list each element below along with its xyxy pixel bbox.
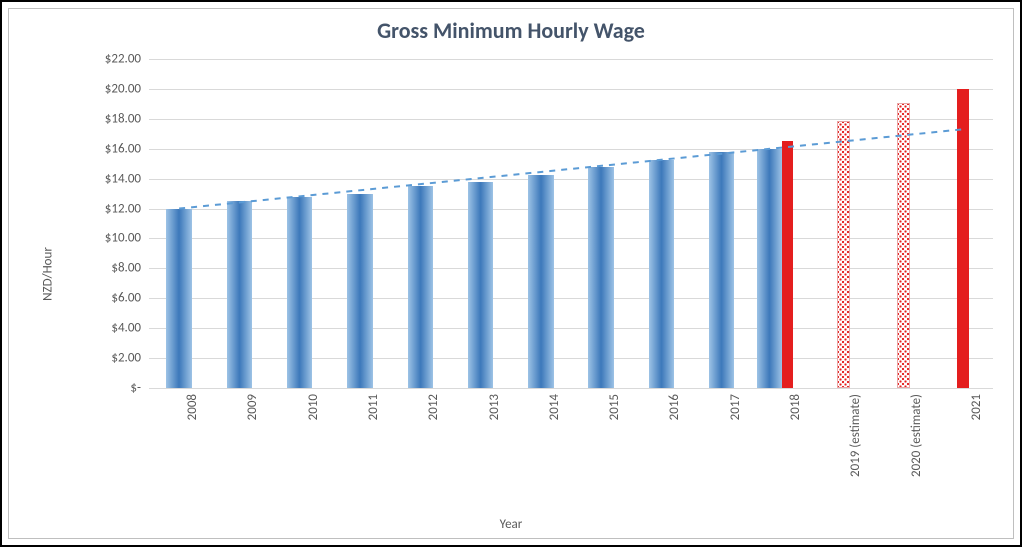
bar-estimate <box>837 121 850 388</box>
x-tick-label: 2014 <box>547 394 562 420</box>
bar-actual <box>709 152 734 388</box>
y-tick-label: $14.00 <box>105 171 141 186</box>
gridline <box>149 149 993 150</box>
bar-actual <box>166 209 191 388</box>
gridline <box>149 268 993 269</box>
gridline <box>149 119 993 120</box>
x-tick-label: 2011 <box>366 394 381 420</box>
gridline <box>149 388 993 389</box>
bar-actual <box>347 194 372 388</box>
bar-actual <box>468 182 493 388</box>
gridline <box>149 238 993 239</box>
y-tick-label: $2.00 <box>111 351 141 366</box>
y-tick-label: $4.00 <box>111 321 141 336</box>
y-tick-label: $8.00 <box>111 261 141 276</box>
y-tick-label: $20.00 <box>105 81 141 96</box>
bar-actual <box>227 201 252 388</box>
y-tick-label: $22.00 <box>105 52 141 67</box>
bar-target <box>957 89 968 388</box>
plot-area: $-$2.00$4.00$6.00$8.00$10.00$12.00$14.00… <box>149 59 993 388</box>
x-tick-label: 2020 (estimate) <box>909 394 924 477</box>
bar-estimate <box>897 103 910 388</box>
y-axis-label: NZD/Hour <box>40 247 55 301</box>
x-tick-label: 2017 <box>728 394 743 420</box>
x-tick-label: 2008 <box>185 394 200 420</box>
y-tick-label: $6.00 <box>111 291 141 306</box>
bar-actual <box>757 149 782 388</box>
chart-title: Gross Minimum Hourly Wage <box>9 17 1013 44</box>
chart-inner-frame: Gross Minimum Hourly Wage NZD/Hour Year … <box>8 8 1014 539</box>
x-tick-label: 2016 <box>667 394 682 420</box>
gridline <box>149 179 993 180</box>
bar-actual <box>528 175 553 388</box>
y-tick-label: $16.00 <box>105 141 141 156</box>
gridline <box>149 59 993 60</box>
y-tick-label: $10.00 <box>105 231 141 246</box>
x-tick-label: 2018 <box>788 394 803 420</box>
bar-actual <box>287 197 312 388</box>
y-tick-label: $12.00 <box>105 201 141 216</box>
x-tick-label: 2013 <box>487 394 502 420</box>
bar-target <box>782 141 793 388</box>
y-tick-label: $- <box>130 381 141 396</box>
bar-actual <box>408 186 433 388</box>
gridline <box>149 298 993 299</box>
gridline <box>149 89 993 90</box>
gridline <box>149 328 993 329</box>
x-tick-label: 2015 <box>607 394 622 420</box>
x-tick-label: 2012 <box>426 394 441 420</box>
chart-outer-frame: Gross Minimum Hourly Wage NZD/Hour Year … <box>0 0 1022 547</box>
x-tick-label: 2010 <box>306 394 321 420</box>
x-axis-label: Year <box>9 517 1013 532</box>
bar-actual <box>649 160 674 388</box>
bar-actual <box>588 167 613 388</box>
gridline <box>149 209 993 210</box>
gridline <box>149 358 993 359</box>
y-tick-label: $18.00 <box>105 111 141 126</box>
x-tick-label: 2019 (estimate) <box>848 394 863 477</box>
x-tick-label: 2009 <box>245 394 260 420</box>
x-tick-label: 2021 <box>969 394 984 420</box>
